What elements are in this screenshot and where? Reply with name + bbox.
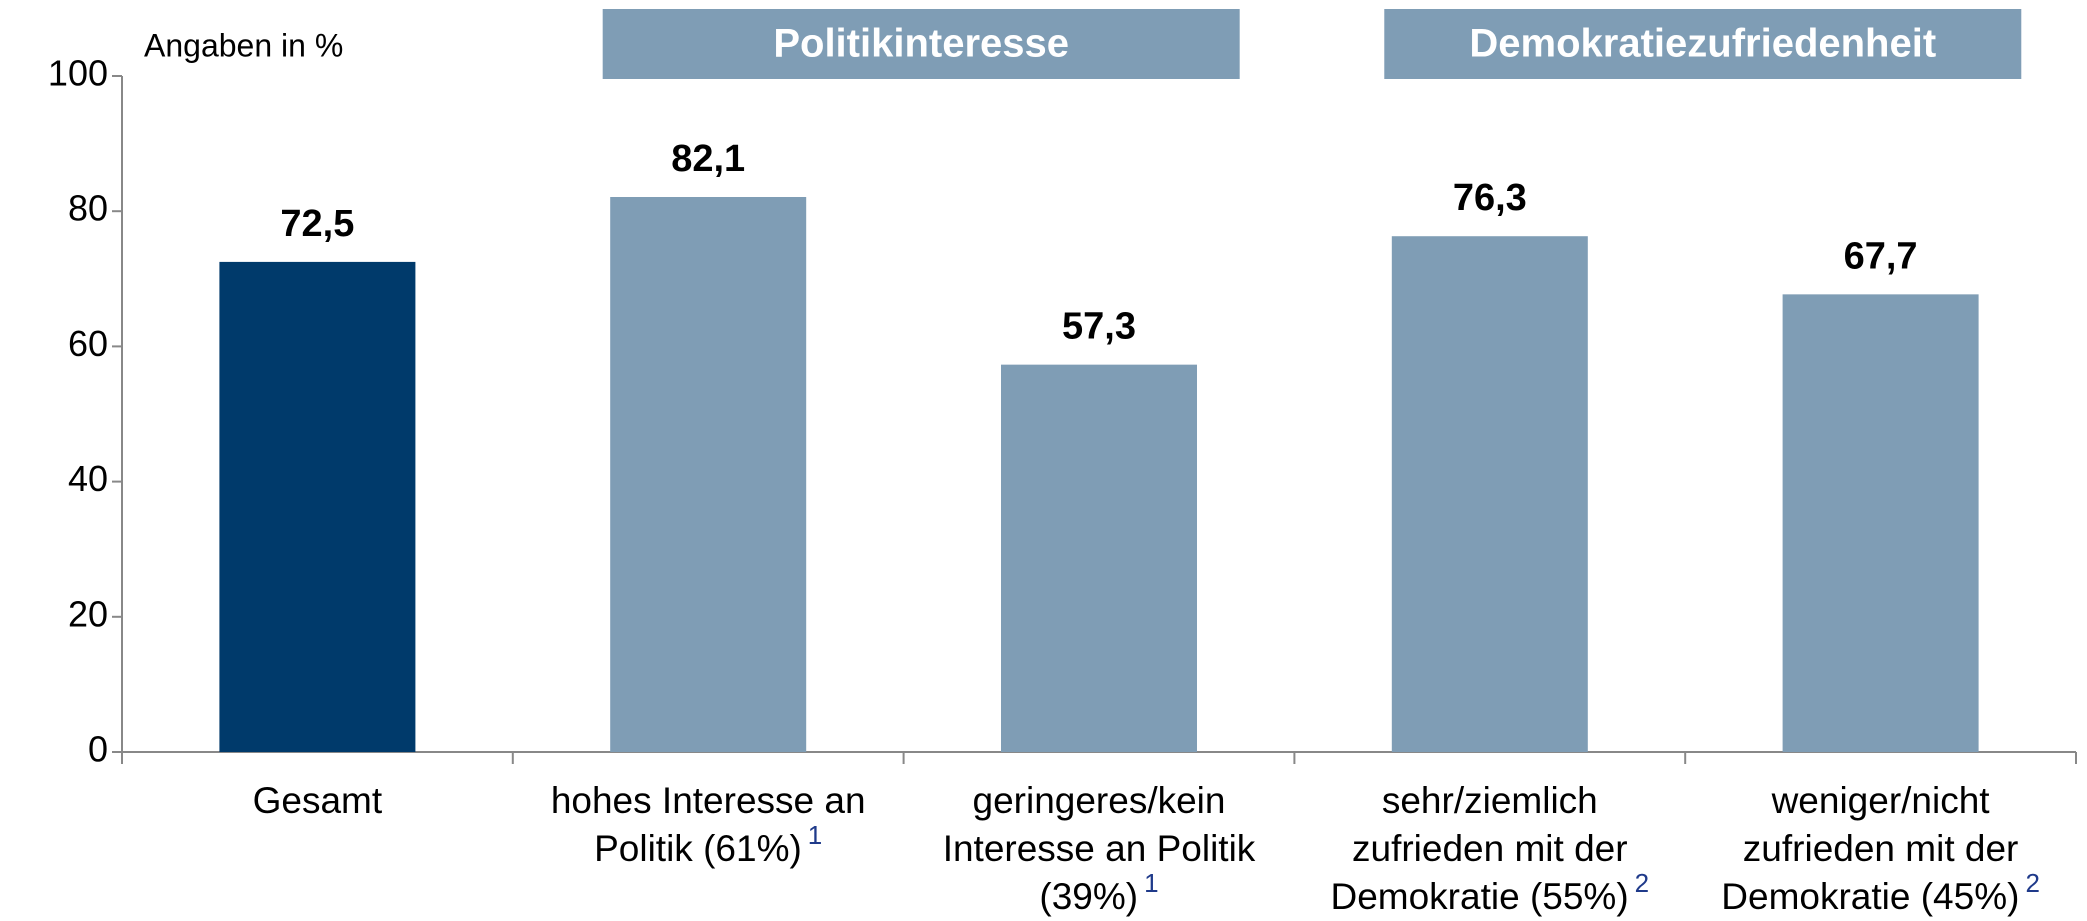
footnote-marker: 1 — [808, 820, 822, 850]
bar — [610, 197, 807, 752]
x-tick-label: Interesse an Politik — [943, 828, 1256, 869]
bar — [1001, 364, 1197, 752]
x-tick-label-line: Demokratie (55%) — [1330, 876, 1628, 917]
x-tick-label-line: Demokratie (45%) — [1721, 876, 2019, 917]
value-label: 76,3 — [1453, 177, 1527, 219]
bar — [1391, 236, 1588, 752]
value-label: 82,1 — [671, 138, 745, 180]
group-label: Demokratiezufriedenheit — [1469, 22, 1936, 66]
x-tick-label: geringeres/kein — [973, 780, 1226, 821]
y-tick-label: 60 — [68, 323, 108, 364]
y-tick-label: 20 — [68, 593, 108, 634]
x-tick-label: Gesamt — [253, 780, 383, 821]
group-header — [1384, 9, 2022, 79]
value-label: 67,7 — [1844, 235, 1918, 277]
x-tick-label-line: (39%) — [1039, 876, 1138, 917]
footnote-marker: 1 — [1144, 868, 1158, 898]
x-tick-label: weniger/nicht — [1771, 780, 1991, 821]
value-label: 72,5 — [280, 203, 354, 245]
x-tick-label: hohes Interesse an — [551, 780, 866, 821]
y-tick-label: 0 — [88, 729, 108, 770]
value-label: 57,3 — [1062, 306, 1136, 348]
x-tick-label-line: Politik (61%) — [594, 828, 802, 869]
x-tick-label: (39%) 1 — [1039, 868, 1158, 917]
footnote-marker: 2 — [2025, 868, 2039, 898]
x-tick-label: zufrieden mit der — [1743, 828, 2019, 869]
bar — [1782, 294, 1979, 752]
y-tick-label: 80 — [68, 188, 108, 229]
y-tick-label: 100 — [48, 53, 108, 94]
bar — [219, 261, 416, 752]
x-tick-label: Demokratie (45%) 2 — [1721, 868, 2040, 917]
footnote-marker: 2 — [1635, 868, 1649, 898]
x-tick-label: sehr/ziemlich — [1382, 780, 1598, 821]
x-tick-label: zufrieden mit der — [1352, 828, 1628, 869]
group-header — [602, 9, 1240, 79]
group-label: Politikinteresse — [773, 22, 1069, 66]
y-tick-label: 40 — [68, 458, 108, 499]
unit-label: Angaben in % — [144, 27, 343, 63]
x-tick-label: Politik (61%) 1 — [594, 820, 822, 869]
x-tick-label: Demokratie (55%) 2 — [1330, 868, 1649, 917]
